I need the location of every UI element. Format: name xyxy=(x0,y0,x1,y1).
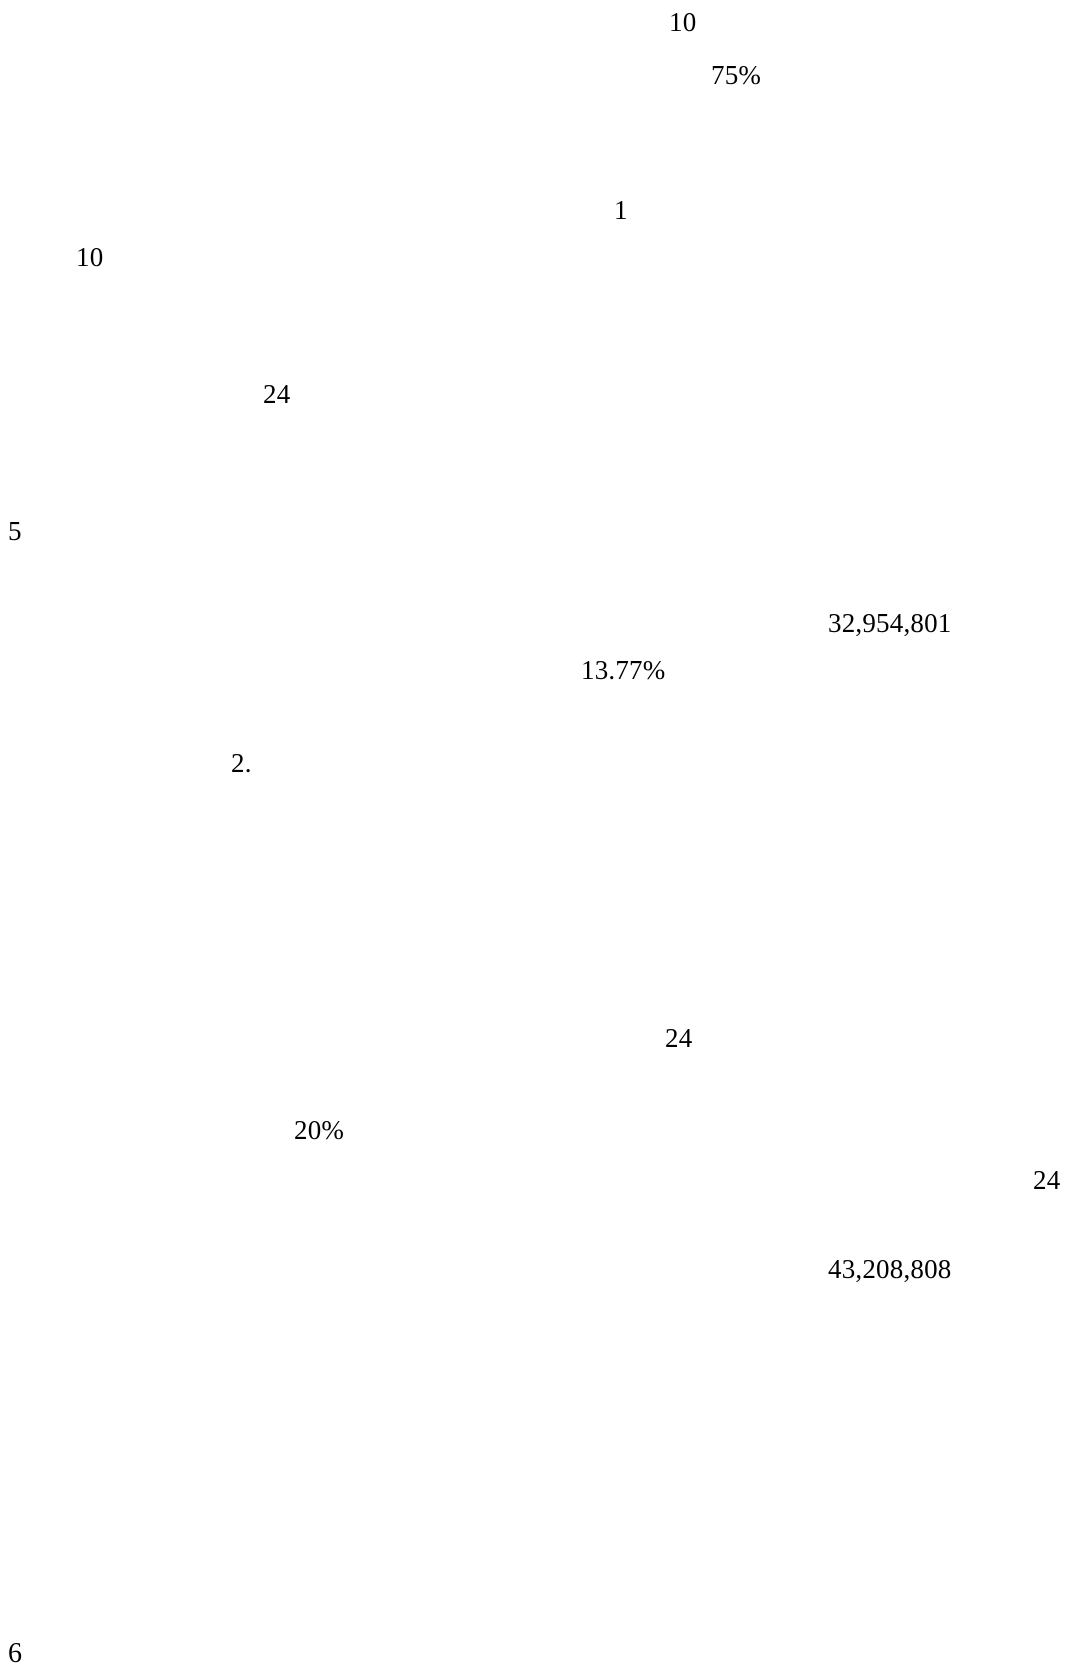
text-fragment-24-b: 24 xyxy=(665,1023,693,1053)
text-fragment-2-dot: 2. xyxy=(231,748,252,778)
text-fragment-32954801: 32,954,801 xyxy=(828,608,952,638)
text-fragment-24-c: 24 xyxy=(1033,1165,1061,1195)
text-fragment-10-b: 10 xyxy=(76,242,104,272)
text-fragment-43208808: 43,208,808 xyxy=(828,1254,952,1284)
page-number: 6 xyxy=(8,1638,22,1669)
text-fragment-10-a: 10 xyxy=(669,7,697,37)
text-fragment-24-a: 24 xyxy=(263,379,291,409)
text-fragment-13-77-percent: 13.77% xyxy=(581,655,666,685)
text-fragment-75-percent: 75% xyxy=(711,60,762,90)
text-fragment-5: 5 xyxy=(8,516,22,546)
text-fragment-1: 1 xyxy=(614,195,628,225)
text-fragment-20-percent: 20% xyxy=(294,1115,345,1145)
